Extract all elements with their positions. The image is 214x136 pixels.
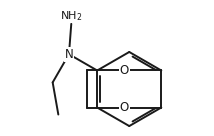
Text: NH$_2$: NH$_2$: [60, 9, 83, 23]
Text: N: N: [65, 48, 73, 61]
Text: O: O: [120, 64, 129, 77]
Text: O: O: [120, 101, 129, 114]
